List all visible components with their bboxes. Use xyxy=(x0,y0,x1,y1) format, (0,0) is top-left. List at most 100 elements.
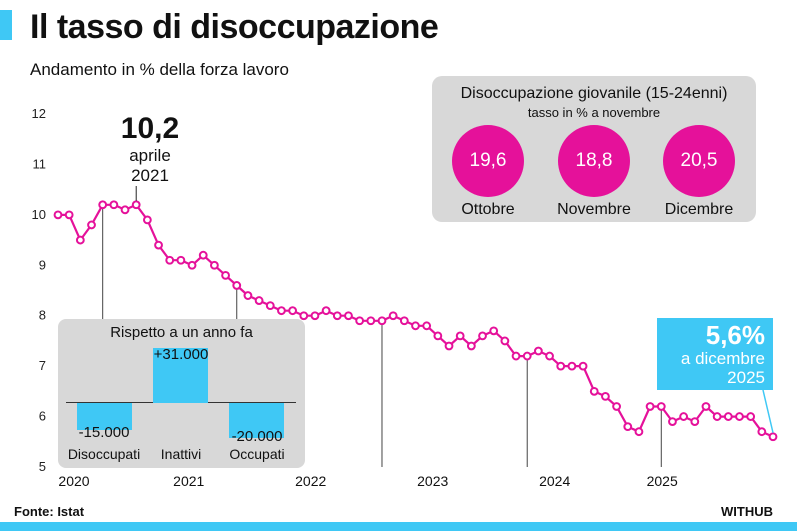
y-tick-label-8: 8 xyxy=(39,308,46,323)
yoy-bar-inattivi xyxy=(153,348,208,403)
y-tick-label-7: 7 xyxy=(39,358,46,373)
yoy-value-inattivi: +31.000 xyxy=(153,346,209,363)
y-tick-label-12: 12 xyxy=(32,106,46,121)
data-point-59 xyxy=(712,412,722,421)
data-point-41 xyxy=(511,351,521,361)
yoy-value-disoccupati: -15.000 xyxy=(78,424,130,441)
data-point-45 xyxy=(556,361,566,371)
chart-title: Il tasso di disoccupazione xyxy=(30,8,439,46)
yoy-label-occupati: Occupati xyxy=(229,446,285,462)
youth-panel-subtitle: tasso in % a novembre xyxy=(527,105,661,120)
data-point-15 xyxy=(221,270,230,280)
data-point-22 xyxy=(299,311,309,321)
data-point-5 xyxy=(109,200,119,210)
data-point-60 xyxy=(723,412,733,421)
x-tick-label-2024: 2024 xyxy=(539,473,570,489)
data-point-62 xyxy=(746,412,756,421)
data-point-13 xyxy=(198,250,208,260)
data-point-24 xyxy=(321,306,331,316)
data-point-0 xyxy=(53,210,63,220)
data-point-10 xyxy=(165,255,175,265)
data-point-37 xyxy=(466,341,476,351)
data-point-26 xyxy=(344,311,353,321)
data-point-28 xyxy=(366,316,376,326)
yoy-value-occupati: -20.000 xyxy=(231,428,283,445)
data-point-57 xyxy=(690,417,700,427)
peak-value: 10,2 xyxy=(120,112,180,145)
data-point-8 xyxy=(142,215,152,225)
data-point-42 xyxy=(522,351,532,361)
latest-value: 5,6% xyxy=(705,320,765,350)
data-point-38 xyxy=(478,331,487,341)
data-point-23 xyxy=(310,311,320,321)
x-tick-label-2025: 2025 xyxy=(647,473,678,489)
data-point-53 xyxy=(645,402,655,411)
data-point-34 xyxy=(433,331,443,341)
data-point-54 xyxy=(656,402,666,411)
data-point-1 xyxy=(64,210,74,220)
youth-circle-ottobre: 19,6 xyxy=(452,125,524,197)
data-point-29 xyxy=(377,316,387,326)
data-point-46 xyxy=(567,361,577,371)
data-point-9 xyxy=(154,240,163,250)
x-tick-label-2022: 2022 xyxy=(295,473,326,489)
peak-annotation: 10,2 aprile 2021 xyxy=(100,112,200,185)
data-point-61 xyxy=(735,412,744,421)
youth-label-dicembre: Dicembre xyxy=(664,201,734,218)
x-axis-ticks: 2020 2021 2022 2023 2024 2025 xyxy=(58,473,678,489)
peak-year: 2021 xyxy=(131,166,169,185)
data-point-55 xyxy=(668,417,677,427)
y-tick-label-10: 10 xyxy=(32,207,46,222)
chart-subtitle: Andamento in % della forza lavoro xyxy=(30,60,289,79)
yoy-bar-disoccupati xyxy=(77,403,132,430)
data-point-64 xyxy=(768,432,778,442)
data-point-44 xyxy=(545,351,554,361)
y-tick-label-11: 11 xyxy=(33,156,47,171)
source-note: Fonte: Istat xyxy=(14,504,85,519)
y-tick-label-6: 6 xyxy=(39,409,46,424)
data-point-35 xyxy=(444,341,454,351)
data-point-40 xyxy=(500,336,510,346)
youth-label-ottobre: Ottobre xyxy=(461,201,515,218)
y-tick-label-9: 9 xyxy=(39,257,46,272)
data-point-3 xyxy=(87,220,96,230)
bottom-accent-strip xyxy=(0,522,797,531)
yoy-label-inattivi: Inattivi xyxy=(160,446,202,462)
last-leader-line xyxy=(762,389,774,433)
data-point-63 xyxy=(757,427,767,437)
data-point-17 xyxy=(243,291,253,300)
y-tick-label-5: 5 xyxy=(39,459,46,474)
data-point-43 xyxy=(533,346,543,356)
data-point-39 xyxy=(489,326,499,336)
youth-unemployment-panel: Disoccupazione giovanile (15-24enni) tas… xyxy=(432,76,756,222)
data-point-58 xyxy=(701,402,711,411)
data-point-4 xyxy=(98,200,108,210)
data-point-21 xyxy=(288,306,298,316)
data-point-27 xyxy=(355,316,365,326)
yoy-panel-title: Rispetto a un anno fa xyxy=(110,324,253,341)
latest-month: a dicembre xyxy=(680,349,765,368)
youth-circle-dicembre: 20,5 xyxy=(663,125,735,197)
peak-month: aprile xyxy=(129,146,171,165)
data-point-47 xyxy=(578,361,588,371)
data-point-52 xyxy=(634,427,644,437)
data-point-48 xyxy=(589,386,599,396)
x-tick-label-2023: 2023 xyxy=(417,473,448,489)
data-point-16 xyxy=(232,281,242,290)
data-point-2 xyxy=(75,235,85,245)
data-point-11 xyxy=(176,255,186,265)
data-point-56 xyxy=(679,412,689,421)
yoy-bar-occupati xyxy=(229,403,284,439)
data-point-6 xyxy=(120,205,130,215)
data-point-49 xyxy=(601,392,610,401)
y-axis-ticks: 5 6 7 8 9 10 11 12 xyxy=(32,106,46,474)
data-point-14 xyxy=(210,260,219,270)
data-point-25 xyxy=(332,311,342,321)
data-point-33 xyxy=(422,321,432,331)
data-point-50 xyxy=(612,402,621,411)
data-point-7 xyxy=(131,200,141,210)
data-point-18 xyxy=(254,296,264,305)
data-point-31 xyxy=(399,316,409,326)
latest-year: 2025 xyxy=(727,368,765,387)
brand-logo-text: WITHUB xyxy=(721,504,773,519)
